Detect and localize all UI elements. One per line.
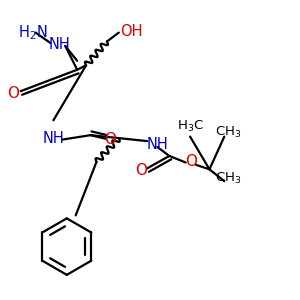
Text: NH: NH xyxy=(43,130,64,146)
Text: OH: OH xyxy=(120,24,143,39)
Text: NH: NH xyxy=(147,136,169,152)
Text: O: O xyxy=(7,86,19,101)
Text: CH$_3$: CH$_3$ xyxy=(215,171,242,186)
Text: H$_2$N: H$_2$N xyxy=(18,23,47,42)
Text: CH$_3$: CH$_3$ xyxy=(215,124,242,140)
Text: H$_3$C: H$_3$C xyxy=(177,119,204,134)
Text: O: O xyxy=(104,132,116,147)
Text: O: O xyxy=(186,154,198,169)
Text: O: O xyxy=(135,163,147,178)
Text: NH: NH xyxy=(49,37,70,52)
